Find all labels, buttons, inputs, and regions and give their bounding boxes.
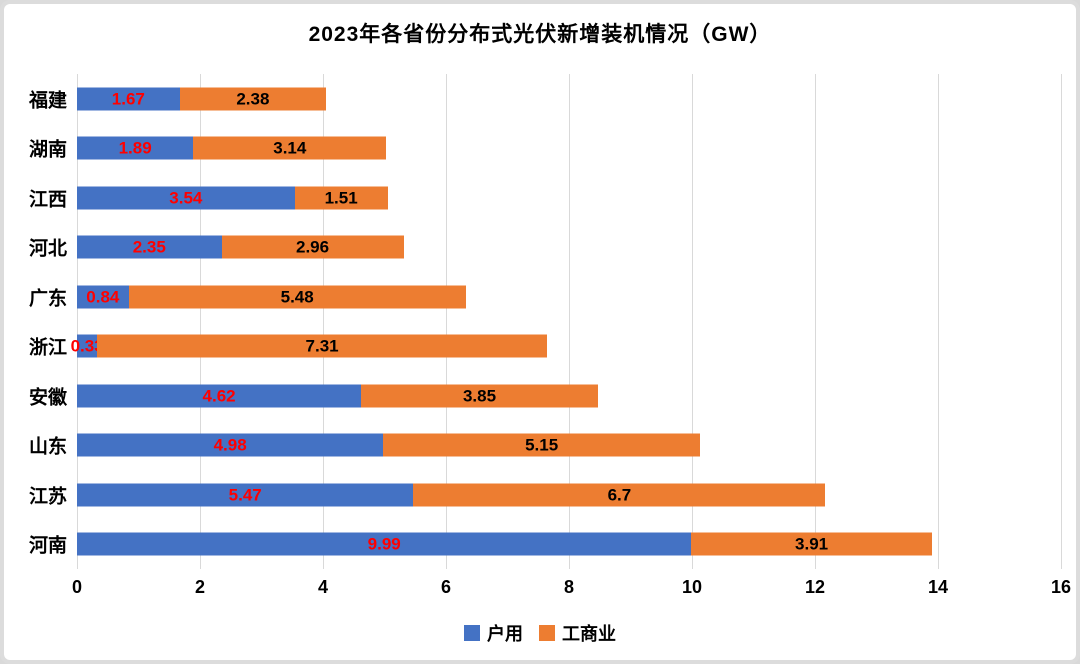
plot-area: 福建 1.67 2.38 湖南 1.89 3.14 江西 3.54 1.51 河北 2.35 2.96… [29, 74, 1062, 570]
data-label: 5.15 [525, 435, 559, 455]
legend-item-household: 户用 [464, 620, 523, 646]
bar-segment: 1.67 [77, 87, 180, 111]
chart-row: 河南 9.99 3.91 [29, 520, 1061, 570]
stacked-bar: 5.47 6.7 [77, 483, 1061, 507]
gridline [692, 74, 693, 569]
data-label: 4.98 [213, 435, 247, 455]
gridline [815, 74, 816, 569]
bar-segment: 1.89 [77, 136, 194, 160]
bar-segment: 4.98 [77, 433, 384, 457]
gridline [77, 74, 78, 569]
x-tick-label: 0 [71, 577, 83, 597]
data-label: 2.35 [132, 237, 166, 257]
data-label: 3.54 [169, 188, 203, 208]
stacked-bar: 1.89 3.14 [77, 136, 1061, 160]
data-label: 2.96 [295, 237, 330, 257]
category-label: 浙江 [28, 337, 67, 359]
data-label: 2.38 [236, 89, 270, 109]
stacked-bar: 3.54 1.51 [77, 186, 1061, 210]
bar-segment: 2.35 [77, 235, 222, 259]
stacked-bar: 4.62 3.85 [77, 384, 1061, 408]
bar-segment: 6.7 [413, 483, 826, 507]
gridline [446, 74, 447, 569]
bar-segment: 2.38 [179, 87, 327, 111]
chart-row: 广东 0.84 5.48 [29, 272, 1061, 322]
gridline [323, 74, 324, 569]
gridline [200, 74, 201, 569]
gridline [569, 74, 570, 569]
chart-row: 江西 3.54 1.51 [29, 173, 1061, 223]
bar-segment: 5.47 [77, 483, 414, 507]
data-label: 3.14 [273, 138, 307, 158]
stacked-bar: 0.84 5.48 [77, 285, 1061, 309]
legend-label: 户用 [487, 624, 523, 644]
chart-row: 福建 1.67 2.38 [29, 74, 1061, 124]
bar-segment: 0.84 [77, 285, 129, 309]
bar-segment: 7.31 [97, 334, 547, 358]
gridline [1061, 74, 1062, 569]
data-label: 4.62 [202, 386, 236, 406]
data-label: 7.31 [305, 336, 339, 356]
category-label: 安徽 [28, 387, 67, 409]
x-tick-label: 16 [1050, 577, 1072, 597]
bar-segment: 1.51 [294, 186, 388, 210]
gridline [938, 74, 939, 569]
household-swatch-icon [464, 625, 480, 641]
stacked-bar: 0.33 7.31 [71, 334, 1061, 358]
category-label: 江西 [28, 189, 67, 211]
data-label: 6.7 [607, 485, 632, 505]
x-tick-label: 8 [563, 577, 575, 597]
category-label: 江苏 [28, 486, 67, 508]
category-label: 山东 [28, 436, 67, 458]
category-label: 福建 [28, 90, 67, 112]
x-tick-label: 12 [804, 577, 826, 597]
stacked-bar: 4.98 5.15 [77, 433, 1061, 457]
stacked-bar: 2.35 2.96 [77, 235, 1061, 259]
category-label: 河南 [28, 535, 67, 557]
bar-segment: 2.96 [221, 235, 404, 259]
data-label: 3.91 [795, 534, 829, 554]
stacked-bar: 9.99 3.91 [77, 532, 1061, 556]
data-label: 1.67 [111, 89, 145, 109]
data-label: 9.99 [367, 534, 401, 554]
x-tick-label: 10 [681, 577, 703, 597]
bar-segment: 3.85 [361, 384, 598, 408]
data-label: 5.48 [280, 287, 314, 307]
bar-segment: 0.33 [71, 334, 104, 358]
data-label: 5.47 [228, 485, 262, 505]
data-label: 0.33 [70, 336, 104, 356]
x-tick-label: 4 [317, 577, 329, 597]
chart-row: 河北 2.35 2.96 [29, 223, 1061, 273]
category-label: 湖南 [28, 139, 67, 161]
bar-segment: 5.15 [383, 433, 700, 457]
legend: 户用 工商业 [4, 620, 1076, 646]
stacked-bar: 1.67 2.38 [77, 87, 1061, 111]
chart-row: 安徽 4.62 3.85 [29, 371, 1061, 421]
chart-row: 江苏 5.47 6.7 [29, 470, 1061, 520]
x-tick-label: 6 [440, 577, 452, 597]
x-tick-label: 2 [194, 577, 206, 597]
data-label: 1.51 [324, 188, 358, 208]
commercial-swatch-icon [539, 625, 555, 641]
data-label: 3.85 [462, 386, 497, 406]
chart-row: 山东 4.98 5.15 [29, 421, 1061, 471]
chart-row: 浙江 0.33 7.31 [29, 322, 1061, 372]
bar-segment: 3.14 [193, 136, 387, 160]
chart-title: 2023年各省份分布式光伏新增装机情况（GW） [308, 23, 772, 46]
data-label: 1.89 [118, 138, 152, 158]
category-label: 河北 [28, 238, 67, 260]
bar-segment: 3.91 [691, 532, 932, 556]
x-axis: 0 2 4 6 8 10 12 14 16 [72, 577, 1071, 599]
data-label: 0.84 [86, 287, 120, 307]
category-label: 广东 [28, 288, 67, 310]
legend-label: 工商业 [562, 624, 616, 644]
legend-item-commercial: 工商业 [539, 620, 616, 646]
bar-segment: 4.62 [77, 384, 362, 408]
chart-row: 湖南 1.89 3.14 [29, 124, 1061, 174]
bar-segment: 9.99 [77, 532, 692, 556]
bar-segment: 3.54 [77, 186, 295, 210]
x-tick-label: 14 [927, 577, 949, 597]
bar-segment: 5.48 [128, 285, 466, 309]
